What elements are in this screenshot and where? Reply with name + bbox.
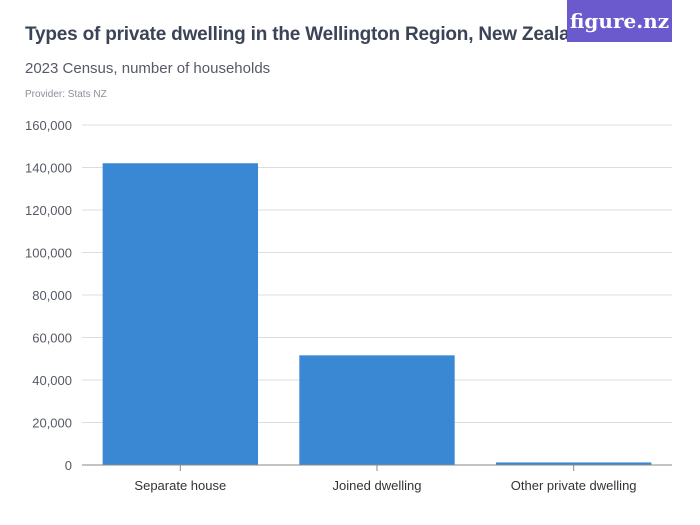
y-tick-label: 140,000 <box>25 161 72 176</box>
chart-title: Types of private dwelling in the Welling… <box>25 24 593 45</box>
x-axis: Separate house Joined dwelling Other priva… <box>82 464 672 493</box>
logo-text: figure.nz <box>569 9 670 33</box>
y-tick-label: 100,000 <box>25 246 72 261</box>
chart-subtitle: 2023 Census, number of households <box>25 60 271 77</box>
y-tick-label: 60,000 <box>32 331 72 346</box>
x-tick-label: Joined dwelling <box>333 478 422 493</box>
y-tick-label: 160,000 <box>25 118 72 133</box>
bar-joined-dwelling <box>299 355 455 465</box>
y-tick-label: 0 <box>65 458 72 473</box>
y-tick-label: 20,000 <box>32 416 72 431</box>
y-tick-labels: 0 20,000 40,000 60,000 80,000 100,000 120,000 1… <box>25 118 72 473</box>
bars <box>102 163 652 465</box>
x-tick-label: Separate house <box>134 478 226 493</box>
y-tick-label: 80,000 <box>32 288 72 303</box>
figure-nz-logo[interactable]: figure.nz <box>567 0 672 42</box>
x-tick-label: Other private dwelling <box>511 478 637 493</box>
bar-other-private-dwelling <box>495 462 652 465</box>
y-tick-label: 40,000 <box>32 373 72 388</box>
bar-separate-house <box>102 163 259 465</box>
y-tick-label: 120,000 <box>25 203 72 218</box>
provider-note: Provider: Stats NZ <box>25 89 107 100</box>
